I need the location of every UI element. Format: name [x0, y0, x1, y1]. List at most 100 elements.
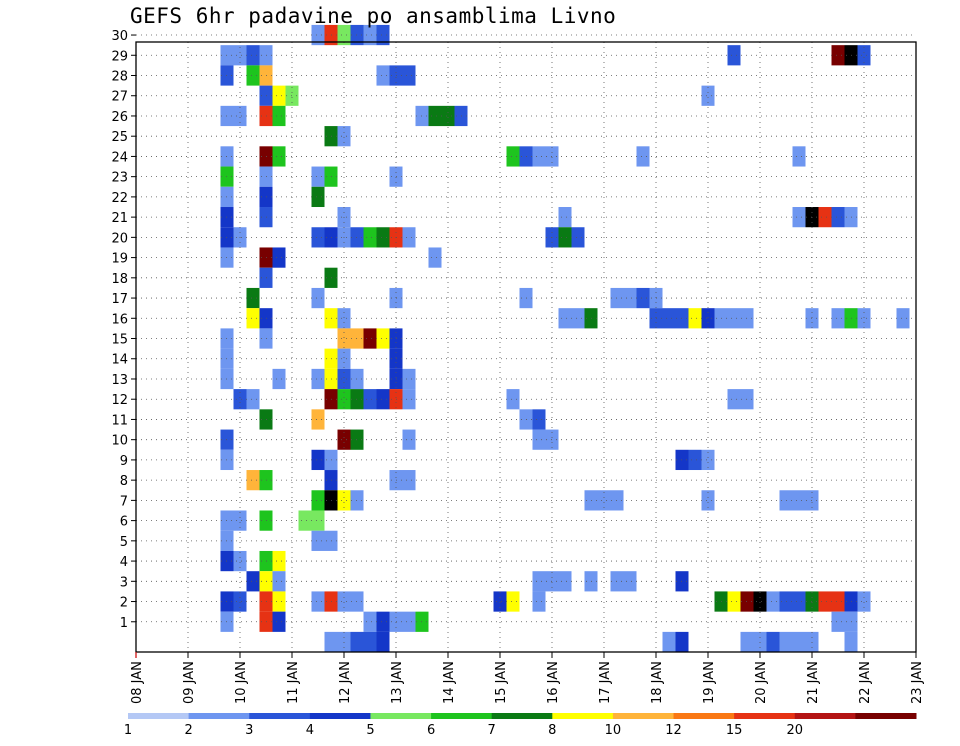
y-tick-label: 22: [111, 191, 128, 206]
heatmap-cell: [337, 591, 351, 612]
x-tick-label: 09 JAN: [182, 661, 197, 704]
heatmap-cell: [376, 227, 390, 248]
heatmap-cell: [233, 510, 247, 531]
heatmap-cell: [792, 631, 806, 653]
y-tick-label: 21: [111, 211, 128, 226]
heatmap-cell: [701, 85, 715, 106]
heatmap-cell: [831, 45, 845, 66]
y-tick-label: 13: [111, 373, 128, 388]
heatmap-cell: [337, 308, 351, 329]
heatmap-cell: [766, 631, 780, 653]
heatmap-cell: [246, 287, 260, 309]
x-tick-label: 10 JAN: [234, 661, 249, 704]
heatmap-cell: [337, 348, 351, 369]
heatmap-cell: [272, 85, 286, 106]
heatmap-cell: [272, 550, 286, 572]
x-tick-label: 08 JAN: [130, 661, 145, 704]
legend-swatch: [128, 713, 190, 719]
x-tick-label: 18 JAN: [650, 661, 665, 704]
heatmap-cell: [376, 328, 390, 349]
heatmap-cell: [272, 571, 286, 592]
heatmap-cell: [844, 631, 858, 653]
y-tick-label: 8: [120, 474, 128, 489]
heatmap-cell: [363, 631, 377, 653]
plot-frame: [135, 41, 917, 653]
heatmap-cell: [623, 287, 637, 309]
heatmap-cell: [402, 368, 416, 390]
y-tick-label: 28: [111, 69, 128, 84]
x-tick-label: 21 JAN: [806, 661, 821, 704]
heatmap-cell: [831, 591, 845, 612]
heatmap-cell: [727, 45, 741, 66]
heatmap-cell: [727, 389, 741, 410]
heatmap-cell: [337, 631, 351, 653]
legend-swatch: [552, 713, 614, 719]
x-tick-label: 11 JAN: [286, 661, 301, 704]
y-tick-label: 29: [111, 49, 128, 64]
heatmap-cell: [402, 470, 416, 491]
y-tick-label: 11: [111, 413, 128, 428]
heatmap-cell: [831, 611, 845, 632]
heatmap-cell: [688, 308, 702, 329]
heatmap-cell: [441, 105, 455, 127]
heatmap-cell: [532, 571, 546, 592]
heatmap-cell: [805, 631, 819, 653]
heatmap-cell: [324, 631, 338, 653]
heatmap-cell: [311, 530, 325, 551]
heatmap-cell: [311, 287, 325, 309]
legend-swatch: [188, 713, 250, 719]
x-axis: 08 JAN 09 JAN 10 JAN 11 JAN 12 JAN 13 JAN 14 J…: [130, 652, 925, 704]
heatmap-cell: [246, 470, 260, 491]
heatmap-cell: [753, 631, 767, 653]
y-tick-label: 2: [120, 596, 128, 611]
legend-swatch: [491, 713, 553, 719]
y-tick-label: 19: [111, 252, 128, 267]
heatmap-cell: [779, 631, 793, 653]
legend-label: 10: [605, 723, 622, 738]
heatmap-cell: [272, 105, 286, 127]
y-tick-label: 15: [111, 333, 128, 348]
legend-label: 8: [548, 723, 556, 738]
heatmap-cell: [311, 368, 325, 390]
heatmap-cell: [532, 146, 546, 167]
heatmap-cell: [337, 368, 351, 390]
heatmap-cell: [402, 389, 416, 410]
legend-swatch: [309, 713, 371, 719]
legend-swatch: [612, 713, 675, 719]
heatmap-cell: [311, 490, 325, 511]
heatmap-cell: [272, 146, 286, 167]
heatmap-cell: [311, 409, 325, 430]
heatmap-cell: [857, 591, 871, 612]
y-tick-label: 12: [111, 393, 128, 408]
heatmap-cell: [428, 105, 442, 127]
y-tick-label: 26: [111, 110, 128, 125]
heatmap-cell: [272, 247, 286, 268]
x-tick-label: 15 JAN: [494, 661, 509, 704]
x-tick-label: 20 JAN: [754, 661, 769, 704]
y-tick-label: 27: [111, 90, 128, 105]
heatmap-cell: [311, 166, 325, 187]
heatmap-cell: [337, 24, 351, 46]
legend-swatch: [673, 713, 735, 719]
legend-swatch: [249, 713, 311, 719]
heatmap-cell: [311, 591, 325, 612]
y-tick-label: 30: [111, 29, 128, 44]
heatmap-cell: [532, 591, 546, 612]
legend-label: 2: [184, 723, 192, 738]
heatmap-cell: [727, 591, 741, 612]
x-tick-label: 22 JAN: [858, 661, 873, 704]
heatmap-cell: [311, 24, 325, 46]
y-tick-label: 6: [120, 515, 128, 530]
legend-label: 20: [786, 723, 803, 738]
heatmap-cell: [233, 105, 247, 127]
heatmap-cell: [558, 308, 572, 329]
heatmap-cell: [727, 308, 741, 329]
y-tick-label: 1: [120, 616, 128, 631]
x-tick-label: 13 JAN: [390, 661, 405, 704]
legend-label: 1: [124, 723, 132, 738]
color-legend: 1 2 3 4 5 6 7 8 10 12 15 20: [124, 713, 917, 738]
legend-label: 15: [726, 723, 743, 738]
heatmap-cell: [337, 429, 351, 450]
heatmap-cell: [402, 429, 416, 450]
